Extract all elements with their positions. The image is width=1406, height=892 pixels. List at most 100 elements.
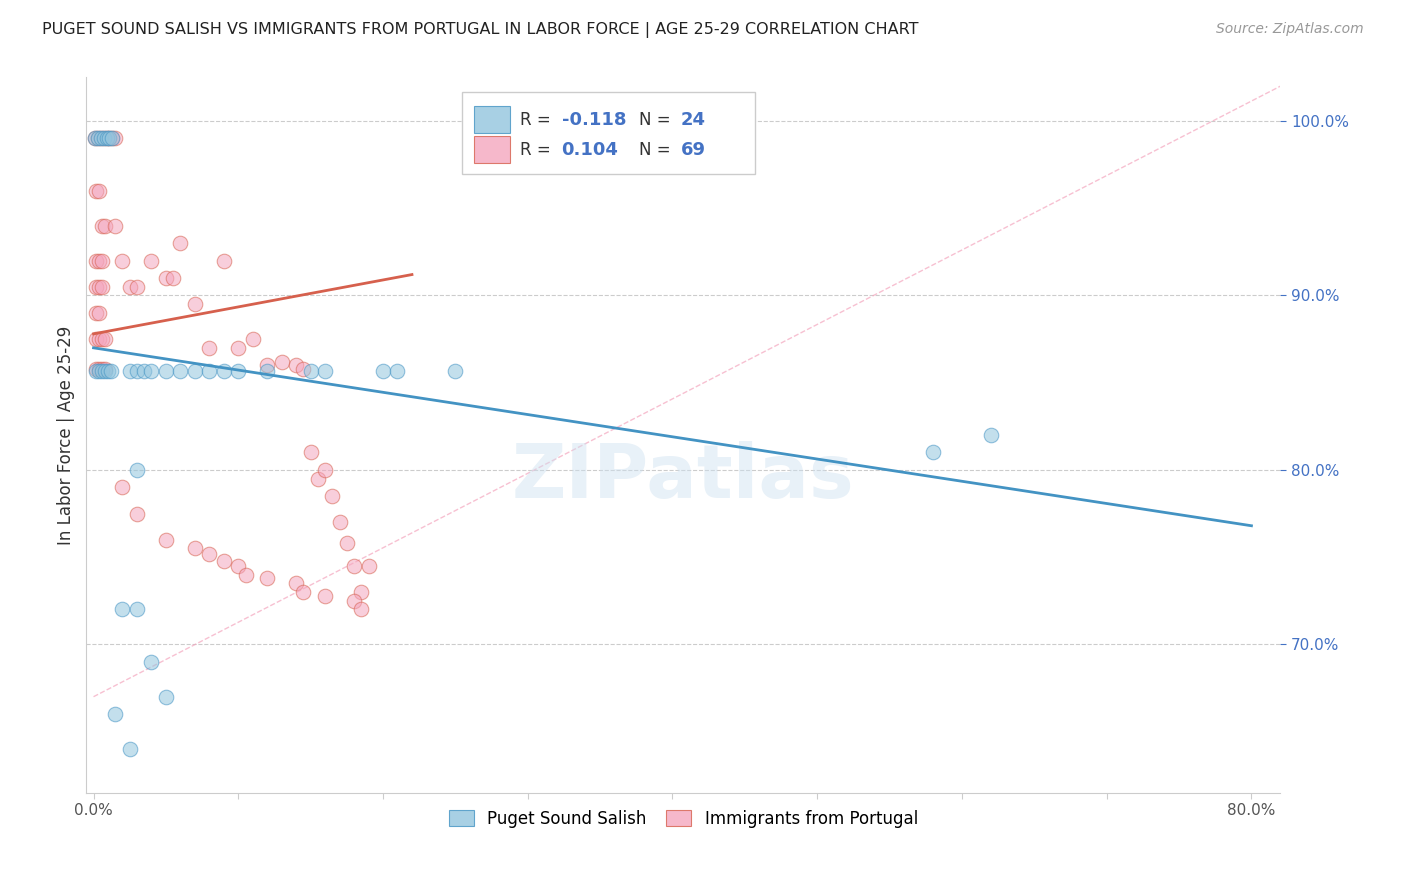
- Point: [292, 361, 315, 376]
- Point: [101, 131, 124, 145]
- Point: [93, 131, 115, 145]
- Point: [91, 361, 114, 376]
- Point: [141, 253, 163, 268]
- Point: [89, 306, 111, 320]
- Point: [235, 567, 257, 582]
- Point: [94, 363, 117, 377]
- Point: [98, 131, 121, 145]
- Point: [134, 363, 156, 377]
- Point: [86, 306, 108, 320]
- Point: [96, 131, 118, 145]
- Text: R =: R =: [520, 111, 555, 128]
- Point: [242, 332, 264, 346]
- Point: [350, 602, 373, 616]
- Point: [118, 363, 141, 377]
- Point: [89, 253, 111, 268]
- Text: R =: R =: [520, 141, 555, 159]
- Point: [86, 279, 108, 293]
- Point: [86, 363, 108, 377]
- FancyBboxPatch shape: [474, 106, 510, 133]
- Point: [980, 428, 1002, 442]
- Point: [444, 363, 467, 377]
- Point: [270, 355, 292, 369]
- Point: [94, 219, 117, 233]
- Point: [343, 594, 366, 608]
- Point: [125, 507, 148, 521]
- Point: [226, 341, 249, 355]
- Point: [212, 554, 235, 568]
- Point: [84, 131, 107, 145]
- Point: [97, 363, 120, 377]
- Point: [86, 253, 108, 268]
- Point: [98, 131, 121, 145]
- Legend: Puget Sound Salish, Immigrants from Portugal: Puget Sound Salish, Immigrants from Port…: [441, 803, 925, 834]
- Point: [125, 602, 148, 616]
- Point: [104, 131, 127, 145]
- Point: [91, 253, 114, 268]
- Text: 0.104: 0.104: [561, 141, 619, 159]
- Point: [307, 472, 329, 486]
- Point: [198, 363, 221, 377]
- Point: [111, 253, 134, 268]
- Point: [169, 363, 191, 377]
- Point: [101, 131, 124, 145]
- Point: [314, 589, 336, 603]
- Point: [91, 219, 114, 233]
- FancyBboxPatch shape: [474, 136, 510, 163]
- Point: [89, 279, 111, 293]
- Point: [125, 279, 148, 293]
- Point: [111, 480, 134, 494]
- FancyBboxPatch shape: [463, 92, 755, 174]
- Point: [357, 558, 380, 573]
- Point: [94, 361, 117, 376]
- Point: [89, 184, 111, 198]
- Point: [86, 184, 108, 198]
- Point: [321, 489, 343, 503]
- Point: [155, 690, 177, 704]
- Point: [87, 131, 110, 145]
- Point: [84, 131, 107, 145]
- Point: [96, 131, 118, 145]
- Point: [125, 463, 148, 477]
- Point: [141, 363, 163, 377]
- Point: [90, 131, 112, 145]
- Point: [125, 363, 148, 377]
- Point: [329, 516, 352, 530]
- Point: [91, 279, 114, 293]
- Point: [94, 332, 117, 346]
- Point: [256, 571, 278, 585]
- Point: [184, 297, 207, 311]
- Point: [111, 602, 134, 616]
- Text: Source: ZipAtlas.com: Source: ZipAtlas.com: [1216, 22, 1364, 37]
- Point: [256, 363, 278, 377]
- Point: [91, 332, 114, 346]
- Point: [86, 332, 108, 346]
- Point: [89, 363, 111, 377]
- Point: [184, 363, 207, 377]
- Point: [184, 541, 207, 556]
- Text: PUGET SOUND SALISH VS IMMIGRANTS FROM PORTUGAL IN LABOR FORCE | AGE 25-29 CORREL: PUGET SOUND SALISH VS IMMIGRANTS FROM PO…: [42, 22, 918, 38]
- Point: [226, 558, 249, 573]
- Point: [91, 363, 114, 377]
- Point: [104, 707, 127, 722]
- Point: [86, 361, 108, 376]
- Text: 69: 69: [681, 141, 706, 159]
- Point: [285, 576, 308, 591]
- Point: [371, 363, 394, 377]
- Point: [226, 363, 249, 377]
- Point: [100, 363, 122, 377]
- Y-axis label: In Labor Force | Age 25-29: In Labor Force | Age 25-29: [58, 326, 75, 545]
- Point: [89, 332, 111, 346]
- Point: [141, 655, 163, 669]
- Point: [198, 547, 221, 561]
- Point: [336, 536, 359, 550]
- Point: [155, 363, 177, 377]
- Point: [256, 358, 278, 372]
- Text: -0.118: -0.118: [561, 111, 626, 128]
- Point: [93, 131, 115, 145]
- Point: [87, 131, 110, 145]
- Point: [89, 361, 111, 376]
- Point: [343, 558, 366, 573]
- Point: [162, 271, 184, 285]
- Point: [104, 219, 127, 233]
